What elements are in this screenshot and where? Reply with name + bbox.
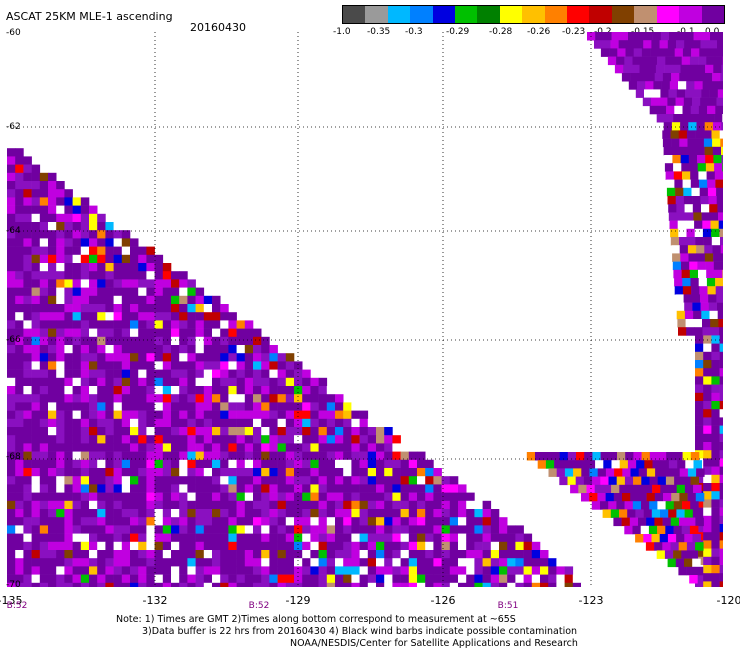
colorbar-label: -0.35 <box>367 27 391 37</box>
colorbar-swatch <box>567 6 590 23</box>
colorbar-swatch <box>343 6 366 23</box>
footnote-line-2: 3)Data buffer is 22 hrs from 20160430 4)… <box>142 626 578 637</box>
footnote-line-1: Note: 1) Times are GMT 2)Times along bot… <box>116 614 516 625</box>
pass-label: B:52 <box>248 601 270 611</box>
pass-label: B:51 <box>497 601 519 611</box>
colorbar-swatch <box>365 6 388 23</box>
lat-label: -68 <box>6 452 21 462</box>
lat-label: -66 <box>6 335 21 345</box>
lon-label: -123 <box>578 594 604 607</box>
lon-label: -126 <box>430 594 456 607</box>
map-title: ASCAT 25KM MLE-1 ascending <box>6 10 173 23</box>
colorbar-swatch <box>701 6 724 23</box>
map-plot-area[interactable] <box>7 32 723 587</box>
lon-label: -135 <box>0 594 23 607</box>
colorbar-label: -1.0 <box>333 27 351 37</box>
colorbar-swatch <box>634 6 657 23</box>
colorbar-swatch <box>455 6 478 23</box>
lat-label: -60 <box>6 28 21 38</box>
lon-label: -120 <box>716 594 740 607</box>
lon-label: -129 <box>285 594 311 607</box>
colorbar-label: -0.23 <box>562 27 586 37</box>
lat-label: -70 <box>6 580 21 590</box>
colorbar-swatch <box>522 6 545 23</box>
colorbar-label: -0.26 <box>527 27 551 37</box>
colorbar-swatch <box>679 6 702 23</box>
colorbar-swatch <box>410 6 433 23</box>
colorbar-swatch <box>656 6 680 23</box>
colorbar-swatch <box>589 6 612 23</box>
colorbar-swatch <box>499 6 523 23</box>
colorbar-swatch <box>432 6 456 23</box>
map-date: 20160430 <box>190 21 246 34</box>
colorbar-swatch <box>477 6 500 23</box>
lat-label: -62 <box>6 122 21 132</box>
lat-label: -64 <box>6 226 21 236</box>
colorbar-swatch <box>544 6 568 23</box>
colorbar <box>342 5 725 24</box>
footnote-line-3: NOAA/NESDIS/Center for Satellite Applica… <box>290 638 578 649</box>
colorbar-label: -0.3 <box>405 27 423 37</box>
colorbar-label: -0.29 <box>446 27 470 37</box>
lon-label: -132 <box>142 594 168 607</box>
colorbar-swatch <box>387 6 411 23</box>
map-svg <box>7 32 723 587</box>
pass-label: B:52 <box>6 601 28 611</box>
colorbar-label: -0.28 <box>489 27 513 37</box>
colorbar-swatch <box>611 6 635 23</box>
